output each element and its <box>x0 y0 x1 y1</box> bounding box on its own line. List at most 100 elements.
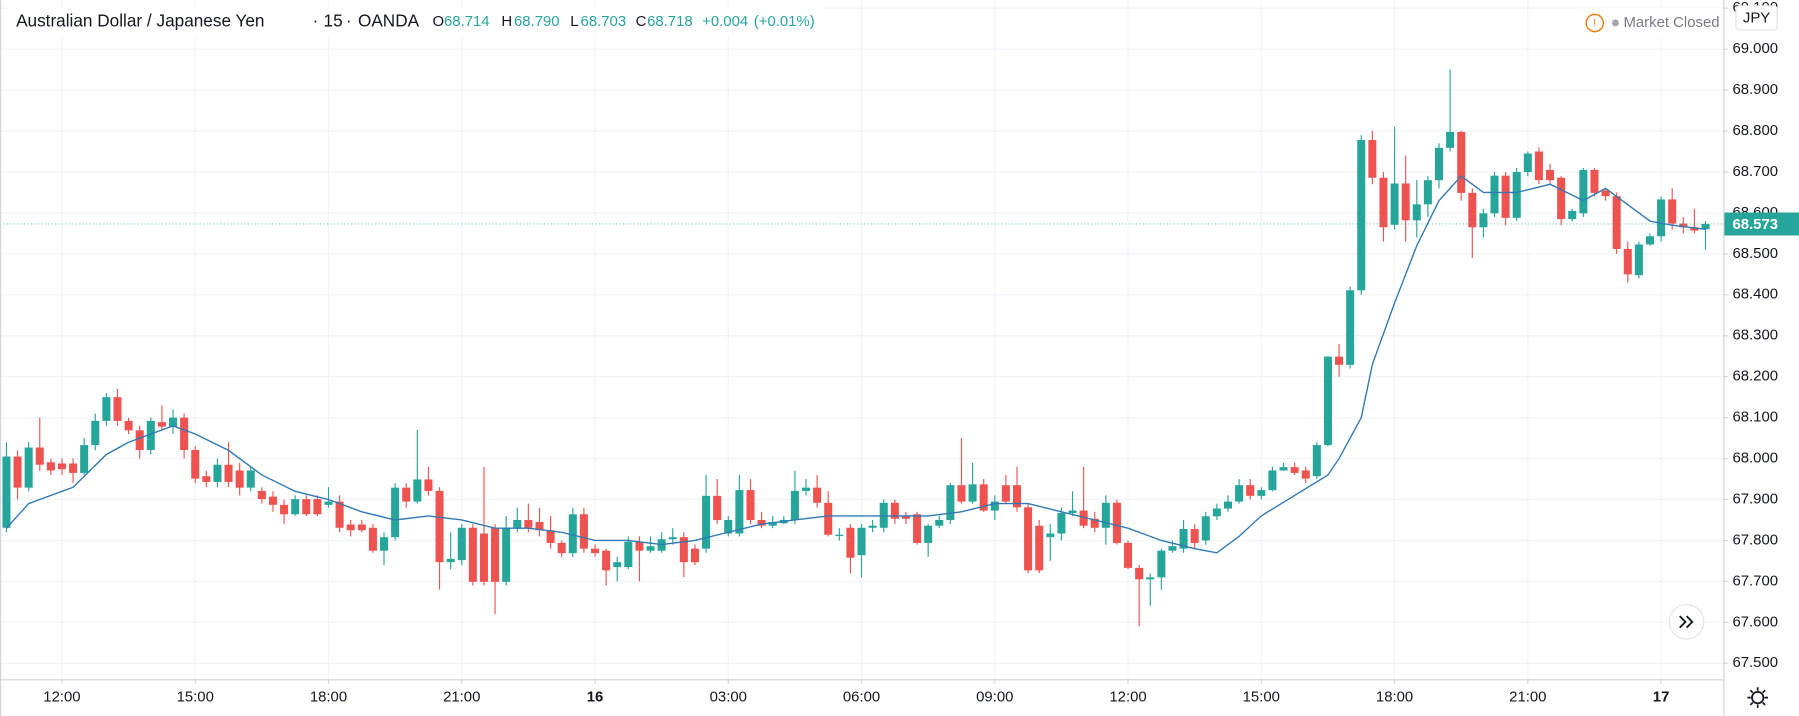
candle-body <box>479 533 488 582</box>
candle-body <box>1668 199 1677 224</box>
candle-body <box>180 417 189 450</box>
candle-body <box>435 490 444 563</box>
currency: JPY <box>1743 10 1770 26</box>
candle-body <box>1634 244 1643 276</box>
candle-body <box>2 456 11 528</box>
candle-body <box>468 527 477 582</box>
candle-body <box>957 485 966 502</box>
candle-body <box>1268 470 1277 491</box>
candle-body <box>113 397 122 421</box>
candle-body <box>35 447 44 465</box>
candle-body <box>1212 508 1221 517</box>
candle-body <box>1412 204 1421 221</box>
change-pct: (+0.01%) <box>754 14 815 30</box>
candle-body <box>1112 502 1121 543</box>
candle-body <box>1290 467 1299 473</box>
candle-body <box>735 490 744 534</box>
status-bg <box>1578 8 1721 38</box>
candle-body <box>46 462 55 471</box>
candle-body <box>1590 169 1599 193</box>
candle-body <box>1523 153 1532 172</box>
candle-body <box>1323 356 1332 446</box>
candle-body <box>291 499 300 515</box>
candle-body <box>990 501 999 511</box>
candle-body <box>1157 550 1166 578</box>
candle-body <box>1457 131 1466 193</box>
candle-body <box>1279 467 1288 471</box>
candle-body <box>69 463 78 473</box>
candle-body <box>1357 140 1366 291</box>
x-tick-label: 18:00 <box>1376 690 1413 706</box>
candle-body <box>557 542 566 554</box>
candle-body <box>979 484 988 511</box>
candle-body <box>924 525 933 543</box>
status-icon[interactable] <box>1585 13 1605 33</box>
candle-body <box>1512 171 1521 218</box>
candle-body <box>1490 175 1499 214</box>
candle-body <box>1079 510 1088 526</box>
candle-body <box>13 456 22 488</box>
candle-body <box>813 487 822 503</box>
y-tick-label: 68.800 <box>1732 123 1778 139</box>
candle-body <box>1301 470 1310 479</box>
x-tick-label: 12:00 <box>1109 690 1146 706</box>
candle-body <box>1335 356 1344 365</box>
candle-body <box>724 519 733 534</box>
candle-body <box>391 487 400 538</box>
candle-body <box>1657 199 1666 237</box>
separator: · <box>313 10 319 30</box>
candle-body <box>1434 147 1444 181</box>
candle-body <box>1135 567 1144 580</box>
candle-body <box>602 550 611 571</box>
candle-body <box>446 558 455 563</box>
candle-body <box>424 479 433 491</box>
candle-body <box>1534 151 1543 181</box>
settings-button[interactable] <box>1747 687 1769 708</box>
candle-body <box>624 541 633 568</box>
currency-button[interactable] <box>1735 5 1778 31</box>
change: +0.004 <box>702 14 748 30</box>
candle-body <box>1201 516 1210 541</box>
candle-body <box>768 522 777 526</box>
candle-body <box>1257 490 1266 496</box>
candle-body <box>824 502 833 535</box>
ohlc-label: O <box>433 14 445 30</box>
candle-body <box>235 470 244 488</box>
candle-body <box>1246 485 1255 496</box>
candle-body <box>901 516 910 519</box>
candle-body <box>1001 485 1010 502</box>
ohlc-label: H <box>501 14 512 30</box>
candle-body <box>379 537 389 551</box>
candle-body <box>24 447 33 488</box>
candle-body <box>324 501 333 505</box>
x-tick-label: 16 <box>587 690 604 706</box>
candle-body <box>313 499 322 515</box>
candle-body <box>1557 177 1566 220</box>
candle-body <box>1024 507 1033 571</box>
x-tick-label: 17 <box>1653 690 1670 706</box>
candle-body <box>102 397 111 421</box>
candle-body <box>1479 213 1488 228</box>
candle-body <box>1701 223 1710 230</box>
candle-body <box>246 470 255 488</box>
candle-body <box>668 537 677 540</box>
last-price-label: 68.573 <box>1732 217 1778 233</box>
candle-body <box>1101 502 1110 528</box>
candle-body <box>1468 192 1477 228</box>
x-tick-label: 15:00 <box>1243 690 1280 706</box>
y-tick-label: 68.500 <box>1732 246 1778 262</box>
candle-body <box>1501 175 1510 218</box>
candle-body <box>868 525 877 528</box>
candle-body <box>491 527 500 582</box>
candle-body <box>124 420 133 431</box>
legend-bg <box>6 6 824 37</box>
candle-body <box>1690 227 1699 231</box>
candle-body <box>1568 210 1577 220</box>
candle-body <box>57 463 66 470</box>
candle-body <box>280 504 289 515</box>
candle-body <box>1179 528 1188 549</box>
y-tick-label: 69.000 <box>1732 41 1778 57</box>
x-tick-label: 12:00 <box>43 690 80 706</box>
candle-body <box>1446 131 1455 148</box>
